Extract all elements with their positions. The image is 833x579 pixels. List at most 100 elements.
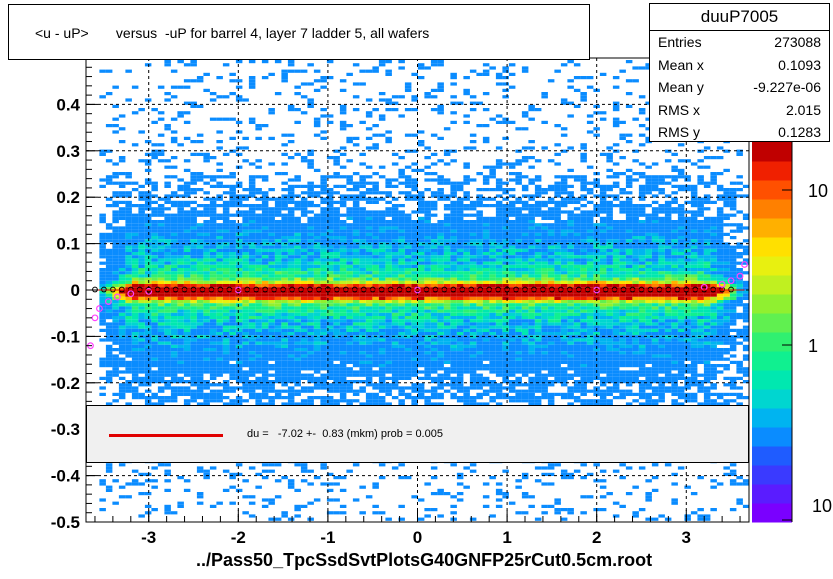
heatmap-cell xyxy=(489,476,496,480)
heatmap-cell xyxy=(482,124,490,128)
heatmap-cell xyxy=(190,104,197,108)
heatmap-cell xyxy=(515,479,522,483)
heatmap-cell xyxy=(313,117,321,121)
heatmap-cell xyxy=(242,348,249,352)
heatmap-cell xyxy=(131,245,139,249)
heatmap-cell xyxy=(482,245,490,249)
heatmap-cell xyxy=(255,165,262,169)
heatmap-cell xyxy=(352,351,360,355)
heatmap-cell xyxy=(372,146,379,150)
heatmap-cell xyxy=(469,344,477,348)
heatmap-cell xyxy=(482,344,490,348)
heatmap-cell xyxy=(326,197,334,201)
heatmap-cell xyxy=(281,204,288,208)
heatmap-cell xyxy=(417,232,425,236)
heatmap-cell xyxy=(352,95,360,99)
heatmap-cell xyxy=(287,220,295,224)
heatmap-cell xyxy=(307,373,314,377)
heatmap-cell xyxy=(417,364,425,368)
heatmap-cell xyxy=(469,271,477,275)
heatmap-cell xyxy=(346,373,353,377)
heatmap-cell xyxy=(138,357,145,361)
heatmap-cell xyxy=(248,373,256,377)
heatmap-cell xyxy=(339,309,347,313)
heatmap-cell xyxy=(326,252,334,256)
heatmap-cell xyxy=(495,245,503,249)
heatmap-cell xyxy=(372,143,379,147)
heatmap-cell xyxy=(411,194,418,198)
heatmap-cell xyxy=(417,258,425,262)
heatmap-cell xyxy=(300,373,308,377)
heatmap-cell xyxy=(300,341,308,345)
heatmap-cell xyxy=(287,482,295,486)
heatmap-cell xyxy=(248,242,256,246)
heatmap-cell xyxy=(138,332,145,336)
heatmap-cell xyxy=(164,255,171,259)
heatmap-cell xyxy=(268,296,275,300)
heatmap-cell xyxy=(99,149,106,153)
heatmap-cell xyxy=(417,255,425,259)
heatmap-cell xyxy=(131,111,139,115)
heatmap-cell xyxy=(346,370,353,374)
heatmap-cell xyxy=(170,213,178,217)
heatmap-cell xyxy=(352,184,360,188)
heatmap-cell xyxy=(385,248,392,252)
heatmap-cell xyxy=(151,268,158,272)
heatmap-cell xyxy=(515,248,522,252)
heatmap-cell xyxy=(157,399,165,403)
heatmap-cell xyxy=(320,264,327,268)
heatmap-cell xyxy=(261,124,269,128)
heatmap-cell xyxy=(196,277,204,281)
heatmap-cell xyxy=(437,357,444,361)
heatmap-cell xyxy=(125,229,132,233)
heatmap-cell xyxy=(508,229,516,233)
heatmap-cell xyxy=(417,341,425,345)
heatmap-cell xyxy=(268,463,275,467)
heatmap-cell xyxy=(105,197,113,201)
heatmap-cell xyxy=(242,325,249,329)
heatmap-cell xyxy=(463,178,470,182)
heatmap-cell xyxy=(326,367,334,371)
heatmap-cell xyxy=(281,303,288,307)
heatmap-cell xyxy=(365,296,373,300)
heatmap-cell xyxy=(125,277,132,281)
heatmap-cell xyxy=(287,341,295,345)
heatmap-cell xyxy=(216,261,223,265)
heatmap-cell xyxy=(151,280,158,284)
heatmap-cell xyxy=(398,220,405,224)
heatmap-cell xyxy=(281,364,288,368)
heatmap-cell xyxy=(157,328,165,332)
heatmap-cell xyxy=(216,357,223,361)
heatmap-cell xyxy=(482,389,490,393)
heatmap-cell xyxy=(261,370,269,374)
heatmap-cell xyxy=(203,277,210,281)
heatmap-cell xyxy=(469,306,477,310)
heatmap-cell xyxy=(333,402,340,406)
heatmap-cell xyxy=(346,325,353,329)
heatmap-cell xyxy=(417,284,425,288)
heatmap-cell xyxy=(521,111,529,115)
heatmap-cell xyxy=(294,69,301,73)
heatmap-cell xyxy=(209,370,217,374)
heatmap-cell xyxy=(183,252,191,256)
heatmap-cell xyxy=(489,316,496,320)
heatmap-cell xyxy=(372,213,379,217)
heatmap-cell xyxy=(248,300,256,304)
heatmap-cell xyxy=(430,322,438,326)
heatmap-cell xyxy=(125,207,132,211)
heatmap-cell xyxy=(281,322,288,326)
heatmap-cell xyxy=(268,396,275,400)
heatmap-cell xyxy=(164,348,171,352)
heatmap-cell xyxy=(235,380,243,384)
heatmap-cell xyxy=(307,210,314,214)
heatmap-cell xyxy=(326,213,334,217)
heatmap-cell xyxy=(326,114,334,118)
heatmap-cell xyxy=(430,380,438,384)
heatmap-cell xyxy=(346,316,353,320)
heatmap-cell xyxy=(300,357,308,361)
heatmap-cell xyxy=(144,280,152,284)
heatmap-cell xyxy=(502,69,509,73)
heatmap-cell xyxy=(346,194,353,198)
heatmap-cell xyxy=(424,172,431,176)
heatmap-cell xyxy=(177,204,184,208)
